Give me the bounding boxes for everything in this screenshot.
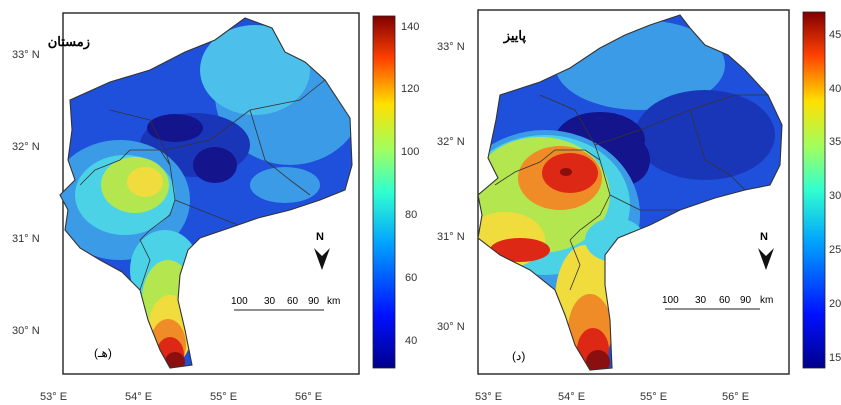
svg-text:N: N <box>760 231 768 243</box>
colorbar-tick: 30 <box>829 190 841 202</box>
panel-label: (د) <box>512 349 525 363</box>
lat-labels: 33° N 32° N 31° N 30° N <box>437 41 465 333</box>
lon-label: 53° E <box>40 391 67 403</box>
lat-label: 33° N <box>12 49 40 61</box>
panel-label: (هـ) <box>94 346 112 360</box>
colorbar-tick: 25 <box>829 244 841 256</box>
scale-bar: 100 30 60 90 km <box>662 295 773 310</box>
lat-labels: 33° N 32° N 31° N 30° N <box>12 49 40 337</box>
colorbar: 45 40 35 30 25 20 15 <box>802 11 841 369</box>
scale-bar: 100 30 60 90 km <box>231 296 340 311</box>
lon-label: 54° E <box>558 391 585 403</box>
colorbar-tick: 140 <box>401 21 419 33</box>
colorbar: 140 120 100 80 60 40 <box>372 15 419 369</box>
lat-label: 31° N <box>12 233 40 245</box>
svg-text:100: 100 <box>231 296 248 307</box>
lat-label: 30° N <box>12 325 40 337</box>
svg-text:30: 30 <box>264 296 276 307</box>
svg-text:60: 60 <box>287 296 299 307</box>
colorbar-tick: 45 <box>829 29 841 41</box>
lon-label: 55° E <box>210 391 237 403</box>
map-panel-winter: زمستان (هـ) N 100 30 60 90 km 33° N 32° … <box>12 12 419 403</box>
lat-label: 32° N <box>12 141 40 153</box>
map-panel-autumn: پاییز (د) N 100 30 60 90 km 33° N 32° N … <box>437 9 841 403</box>
district-borders <box>494 94 768 291</box>
lon-label: 55° E <box>640 391 667 403</box>
lon-label: 56° E <box>722 391 749 403</box>
lon-label: 56° E <box>295 391 322 403</box>
colorbar-tick: 35 <box>829 136 841 148</box>
panel-title: زمستان <box>48 34 90 50</box>
colorbar-tick: 80 <box>405 209 417 221</box>
svg-text:N: N <box>316 231 324 243</box>
panel-title: پاییز <box>503 28 527 44</box>
lon-labels: 53° E 54° E 55° E 56° E <box>475 391 749 403</box>
svg-text:90: 90 <box>308 296 320 307</box>
lat-label: 31° N <box>437 231 465 243</box>
svg-text:90: 90 <box>740 295 752 306</box>
colorbar-tick: 120 <box>401 83 419 95</box>
lon-label: 53° E <box>475 391 502 403</box>
colorbar-tick: 15 <box>829 352 841 364</box>
lat-label: 33° N <box>437 41 465 53</box>
colorbar-tick: 60 <box>405 272 417 284</box>
svg-text:60: 60 <box>719 295 731 306</box>
lon-labels: 53° E 54° E 55° E 56° E <box>40 391 322 403</box>
district-borders <box>79 79 326 291</box>
north-arrow-icon: N <box>314 231 330 270</box>
lon-label: 54° E <box>125 391 152 403</box>
svg-text:km: km <box>760 295 773 306</box>
colorbar-tick: 40 <box>405 335 417 347</box>
svg-text:100: 100 <box>662 295 679 306</box>
colorbar-tick: 20 <box>829 298 841 310</box>
svg-text:km: km <box>327 296 340 307</box>
colorbar-tick: 40 <box>829 83 841 95</box>
north-arrow-icon: N <box>758 231 774 270</box>
lat-label: 32° N <box>437 136 465 148</box>
colorbar-tick: 100 <box>401 146 419 158</box>
lat-label: 30° N <box>437 321 465 333</box>
svg-text:30: 30 <box>695 295 707 306</box>
